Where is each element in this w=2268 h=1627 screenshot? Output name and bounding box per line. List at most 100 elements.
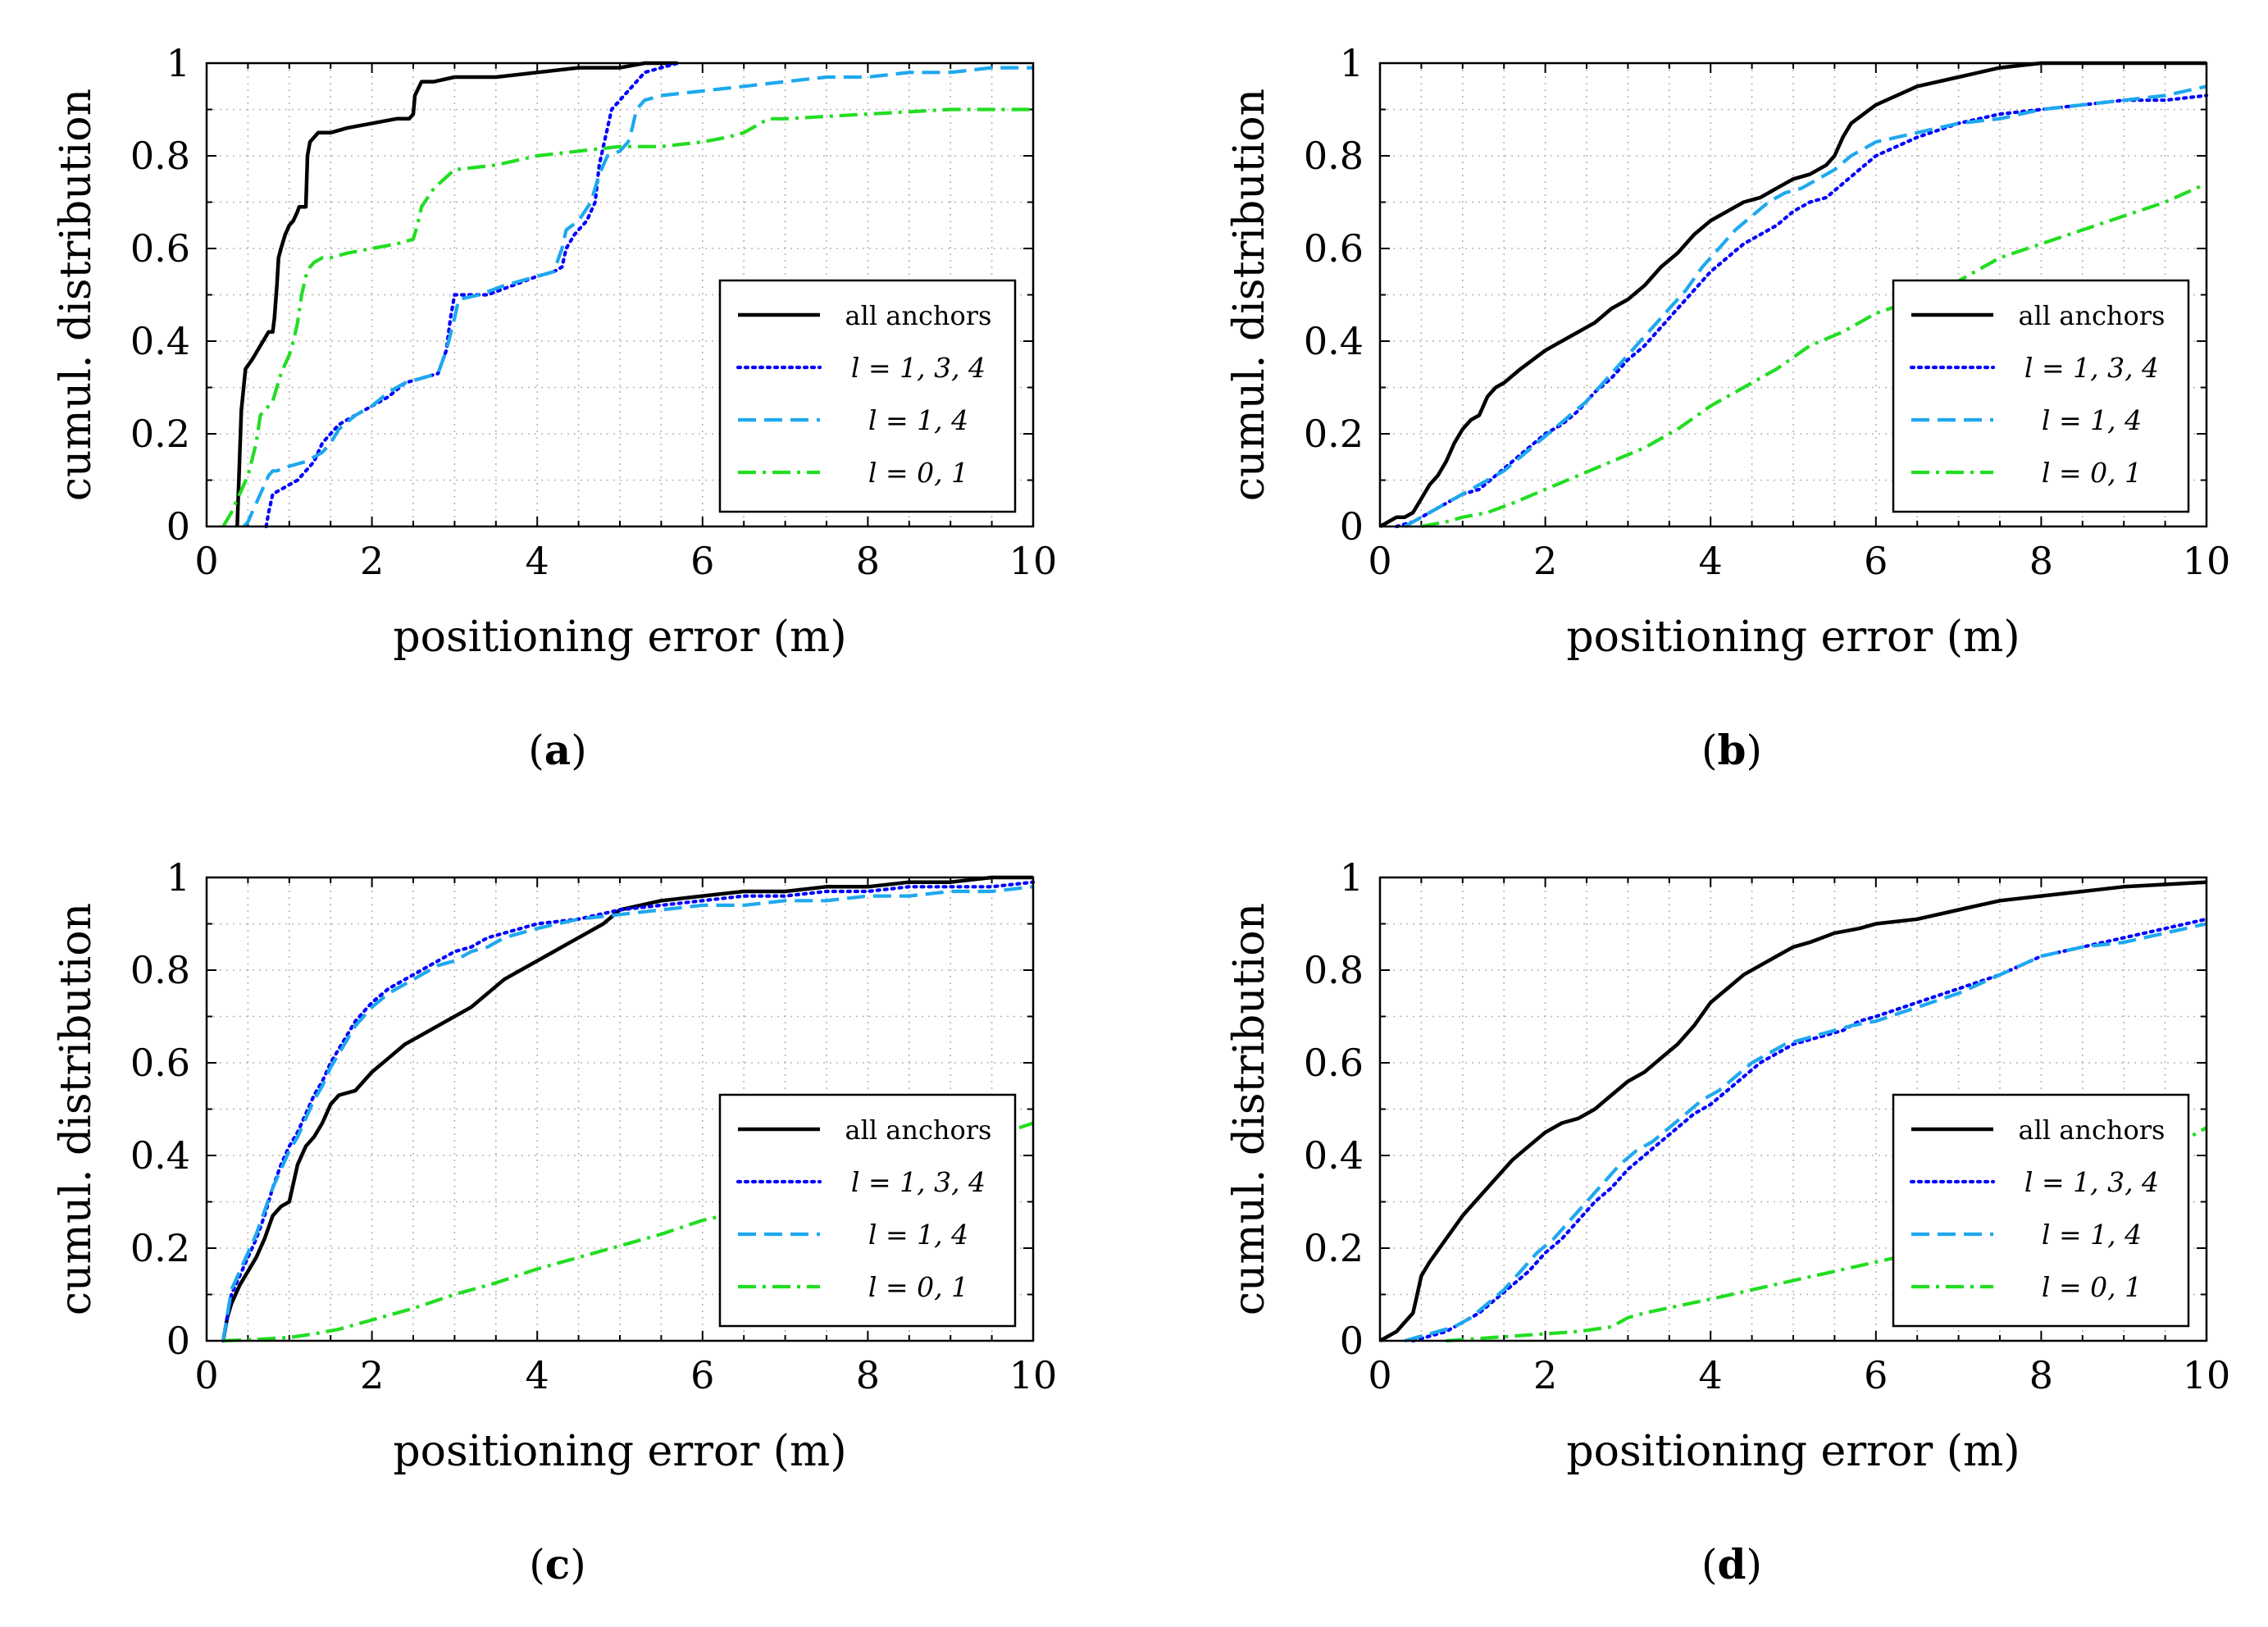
y-tick-label: 0.6 (130, 1041, 190, 1085)
x-tick-label: 4 (526, 1353, 549, 1397)
series-line-a-2 (264, 61, 680, 529)
x-tick-label: 8 (856, 539, 880, 583)
series-line-a-4 (221, 107, 1033, 528)
y-tick-label: 1 (1340, 855, 1364, 900)
x-tick-label: 0 (194, 1353, 218, 1397)
y-axis-label: cumul. distribution (52, 89, 101, 501)
y-tick-label: 0.2 (130, 1226, 190, 1270)
legend-label: all anchors (2019, 1114, 2166, 1146)
x-tick-label: 6 (1864, 1353, 1888, 1397)
legend-d: all anchors l = 1, 3, 4 l = 1, 4 l = 0, 1 (1892, 1093, 2190, 1328)
chart-a: 0 2 4 6 8 10 0 0.2 0.4 0.6 0.8 1 positioning error (… (52, 41, 1057, 662)
y-tick-label: 0.6 (1304, 1041, 1364, 1085)
y-tick-label: 0 (1340, 504, 1364, 549)
plot-frame (205, 876, 1035, 1342)
caption-label-b: b (1717, 726, 1747, 774)
plot-frame (205, 62, 1035, 528)
legend-label: l = 0, 1 (2042, 1271, 2142, 1303)
legend-label: l = 1, 3, 4 (851, 1166, 986, 1198)
y-tick-label: 0.8 (1304, 948, 1364, 992)
y-tick-label: 0.2 (1304, 412, 1364, 456)
series-line-a-3 (242, 66, 1033, 528)
x-tick-label: 2 (1533, 1353, 1557, 1397)
y-axis-label: cumul. distribution (1225, 903, 1274, 1315)
grid-a (207, 63, 1033, 526)
y-axis-label: cumul. distribution (1225, 89, 1274, 501)
y-tick-label: 0.8 (130, 948, 190, 992)
y-axis-label: cumul. distribution (52, 903, 101, 1315)
series-line-c-1 (221, 875, 1033, 1342)
legend-box (718, 279, 1017, 513)
chart-d: 0 2 4 6 8 10 0 0.2 0.4 0.6 0.8 1 positioning error (… (1225, 855, 2230, 1476)
legend-label: l = 1, 4 (2042, 404, 2142, 436)
caption-label-c: c (544, 1540, 571, 1588)
series-line-c-3 (221, 885, 1034, 1342)
y-tick-label: 0.6 (130, 226, 190, 271)
y-tick-label: 0.4 (1304, 319, 1364, 363)
plot-frame (1378, 876, 2208, 1342)
caption-b: (b) (1701, 726, 1762, 774)
y-tick-label: 0 (166, 1319, 190, 1363)
x-tick-label: 4 (526, 539, 549, 583)
x-axis-label: positioning error (m) (1566, 1427, 2020, 1476)
x-tick-label: 0 (1368, 539, 1391, 583)
legend-label: l = 1, 3, 4 (2024, 352, 2159, 384)
y-tick-label: 0.4 (130, 319, 190, 363)
x-tick-label: 10 (1009, 1353, 1058, 1397)
legend-label: all anchors (2019, 300, 2166, 331)
chart-b: 0 2 4 6 8 10 0 0.2 0.4 0.6 0.8 1 positioning error (… (1225, 41, 2230, 662)
series-line-d-2 (1411, 917, 2209, 1343)
legend-b: all anchors l = 1, 3, 4 l = 1, 4 l = 0, 1 (1892, 279, 2190, 513)
y-tick-label: 0 (1340, 1319, 1364, 1363)
x-tick-label: 10 (1009, 539, 1058, 583)
y-tick-label: 1 (1340, 41, 1364, 85)
plot-frame (1378, 62, 2208, 528)
y-tick-label: 0 (166, 504, 190, 549)
legend-a: all anchors l = 1, 3, 4 l = 1, 4 l = 0, 1 (718, 279, 1017, 513)
series-line-b-1 (1378, 61, 2207, 528)
legend-label: l = 1, 3, 4 (2024, 1166, 2159, 1198)
legend-label: l = 1, 4 (868, 404, 968, 436)
series-line-c-2 (221, 880, 1036, 1343)
x-tick-label: 8 (856, 1353, 880, 1397)
legend-label: all anchors (845, 1114, 992, 1146)
series-line-d-3 (1404, 922, 2207, 1343)
x-tick-label: 4 (1699, 1353, 1723, 1397)
y-tick-label: 0.2 (130, 412, 190, 456)
y-tick-label: 0.2 (1304, 1226, 1364, 1270)
y-tick-label: 0.4 (1304, 1133, 1364, 1178)
series-line-c-4 (223, 1121, 1034, 1343)
legend-box (718, 1093, 1017, 1328)
series-line-a-1 (235, 61, 678, 527)
legend-c: all anchors l = 1, 3, 4 l = 1, 4 l = 0, 1 (718, 1093, 1017, 1328)
x-axis-label: positioning error (m) (1566, 613, 2020, 662)
legend-box (1892, 1093, 2190, 1328)
x-tick-label: 2 (360, 1353, 384, 1397)
x-tick-label: 6 (690, 1353, 714, 1397)
x-tick-label: 8 (2029, 1353, 2053, 1397)
x-tick-label: 8 (2029, 539, 2053, 583)
y-tick-label: 0.4 (130, 1133, 190, 1178)
x-axis-label: positioning error (m) (393, 613, 846, 662)
caption-label-a: a (544, 726, 572, 774)
caption-d: (d) (1701, 1540, 1762, 1588)
legend-label: l = 0, 1 (868, 1271, 968, 1303)
x-tick-label: 6 (1864, 539, 1888, 583)
legend-label: l = 1, 3, 4 (851, 352, 986, 384)
x-tick-label: 0 (194, 539, 218, 583)
legend-label: l = 0, 1 (2042, 457, 2142, 489)
x-tick-label: 4 (1699, 539, 1723, 583)
chart-c: 0 2 4 6 8 10 0 0.2 0.4 0.6 0.8 1 positioning error (… (52, 855, 1057, 1476)
x-tick-label: 0 (1368, 1353, 1391, 1397)
caption-c: (c) (529, 1540, 586, 1588)
caption-label-d: d (1717, 1540, 1747, 1588)
y-tick-label: 1 (166, 855, 190, 900)
x-tick-label: 2 (1533, 539, 1557, 583)
caption-a: (a) (528, 726, 587, 774)
y-tick-label: 0.8 (130, 134, 190, 178)
x-tick-label: 6 (690, 539, 714, 583)
y-tick-label: 0.8 (1304, 134, 1364, 178)
x-tick-label: 10 (2183, 1353, 2231, 1397)
x-tick-label: 2 (360, 539, 384, 583)
